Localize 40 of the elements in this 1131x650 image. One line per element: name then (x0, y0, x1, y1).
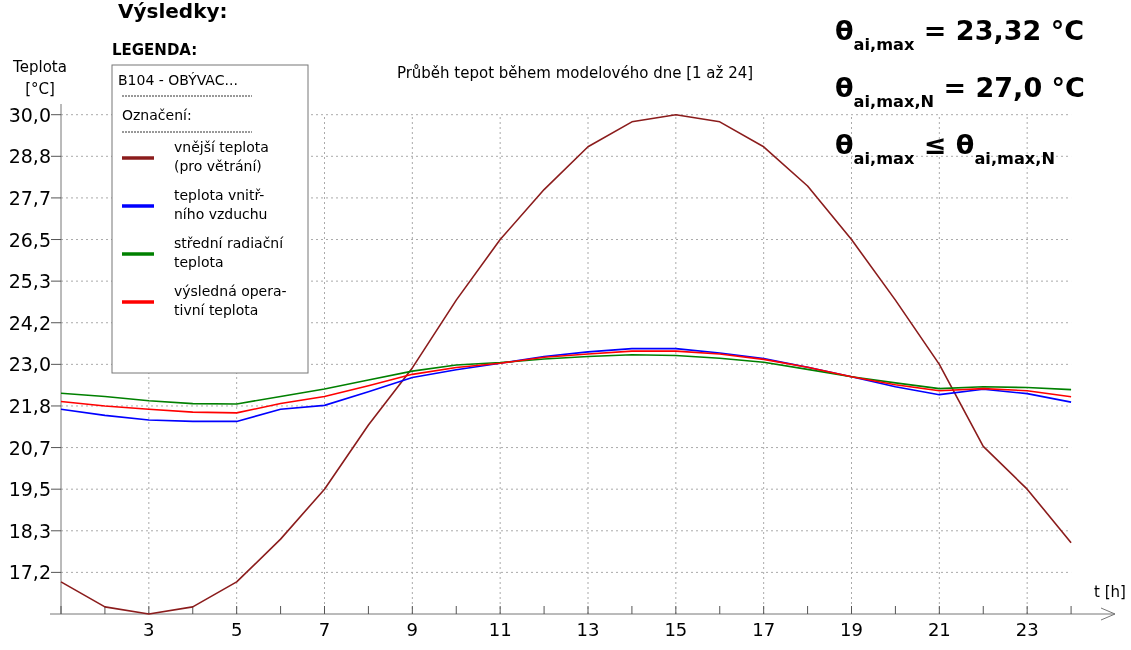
text: B104 - OBÝVAC... (118, 72, 238, 88)
x-tick-label: 5 (230, 619, 243, 640)
x-tick-label: 17 (752, 619, 776, 640)
line-series (60, 353, 1072, 405)
y-tick-label: 21,8 (8, 394, 51, 417)
x-tick-label: 15 (664, 619, 688, 640)
legend-label: střední radiační teplota (174, 235, 285, 270)
text: Výsledky: (118, 0, 228, 23)
x-tick-label: 7 (318, 619, 331, 640)
y-tick-label: 28,8 (8, 145, 51, 168)
y-tick-label: 18,3 (8, 519, 51, 542)
annotation: Označení: (122, 107, 192, 123)
y-tick-label: 19,5 (8, 478, 51, 501)
y-tick-label: 30,0 (8, 103, 51, 126)
chart-title: Průběh tepot během modelového dne [1 až 24] (396, 64, 754, 82)
legend-label: teplota vnitř- ního vzduchu (174, 187, 268, 222)
legend-title: LEGENDA: (112, 41, 198, 59)
y-tick-label: 20,7 (8, 436, 51, 459)
legend-label: výsledná opera- tivní teplota (174, 283, 287, 318)
line-series (60, 350, 1072, 414)
text: θ$_{ai,max}$ = 23,32 °C (835, 15, 1084, 54)
x-tick-label: 3 (143, 619, 155, 640)
x-tick-label: 19 (840, 619, 863, 640)
x-tick-label: 13 (576, 619, 600, 640)
x-tick-label: 21 (927, 619, 951, 640)
y-axis-title: Teplota [°C] (12, 58, 67, 98)
line-series (60, 347, 1072, 423)
annotation: θ$_{ai,max,N}$ = 27,0 °C (835, 72, 1085, 111)
x-axis-title: t [h] (1094, 583, 1126, 601)
y-tick-label: 23,0 (8, 353, 51, 376)
annotation: θ$_{ai,max}$ ≤ θ$_{ai,max,N}$ (835, 129, 1055, 168)
y-tick-label: 17,2 (8, 561, 51, 584)
y-tick-label: 25,3 (8, 270, 51, 293)
x-tick-label: 11 (488, 619, 512, 640)
x-tick-label: 23 (1015, 619, 1039, 640)
y-tick-label: 24,2 (8, 311, 51, 334)
legend-label: vnější teplota (pro větrání) (174, 139, 269, 174)
x-tick-label: 9 (406, 619, 419, 640)
y-tick-label: 27,7 (8, 186, 51, 209)
y-tick-label: 26,5 (8, 228, 51, 251)
